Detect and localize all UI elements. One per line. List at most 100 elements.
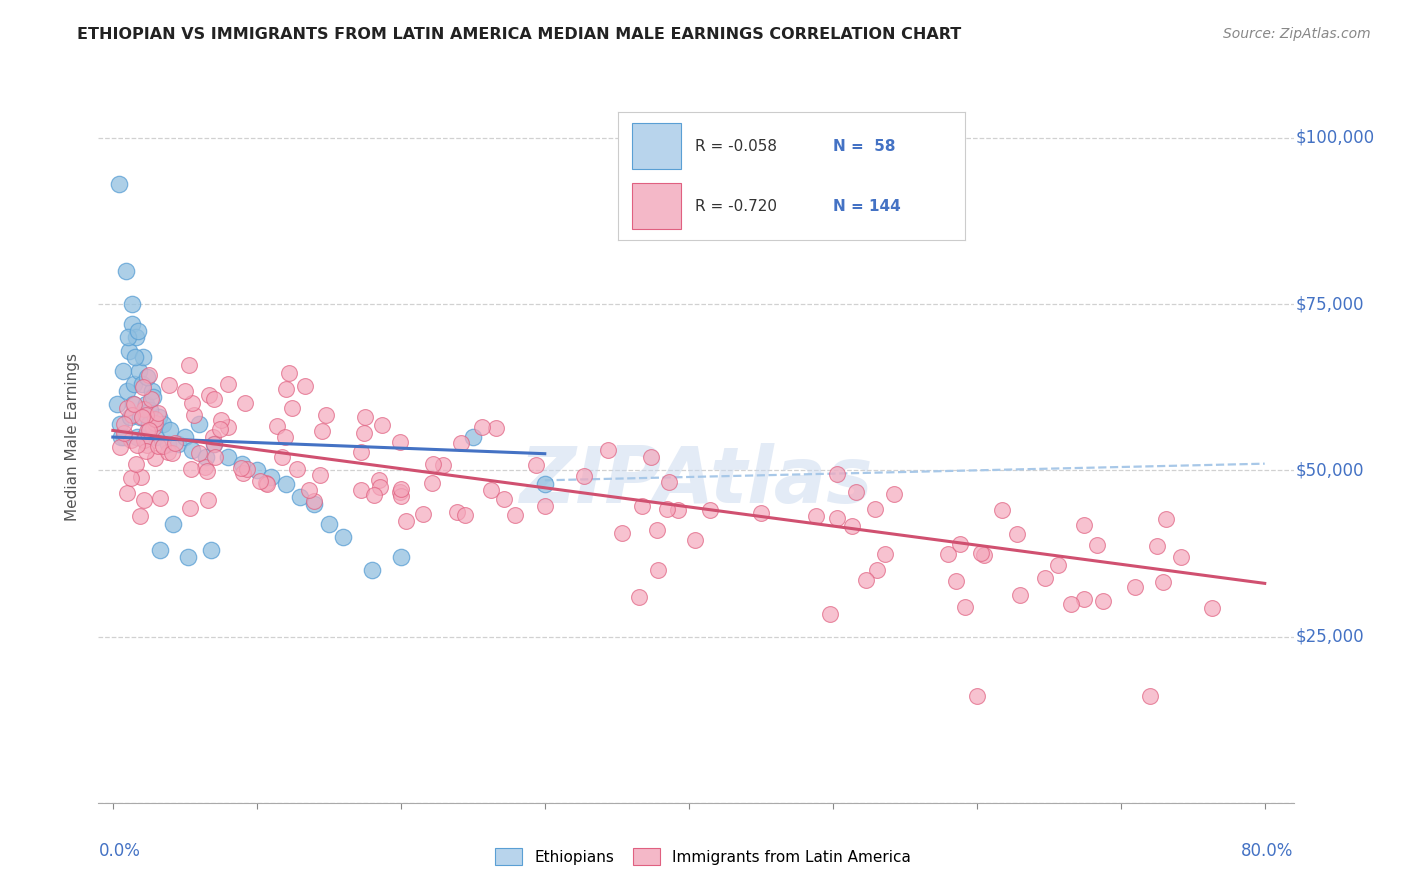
Point	[127, 324, 149, 338]
Point	[138, 368, 160, 383]
Point	[111, 363, 134, 377]
Point	[645, 523, 668, 537]
Point	[281, 401, 304, 415]
Point	[304, 497, 326, 511]
Point	[630, 500, 652, 514]
Point	[658, 475, 681, 489]
Point	[354, 409, 377, 424]
Point	[132, 379, 155, 393]
Point	[454, 508, 477, 522]
Point	[1154, 512, 1177, 526]
Point	[260, 470, 283, 484]
Point	[115, 384, 138, 398]
Point	[875, 547, 897, 561]
Point	[1201, 601, 1223, 615]
Point	[503, 508, 526, 522]
Point	[233, 396, 256, 410]
Point	[135, 444, 157, 458]
Point	[124, 397, 146, 411]
Point	[969, 546, 991, 560]
Point	[246, 463, 269, 477]
Point	[966, 690, 988, 704]
Point	[1008, 588, 1031, 602]
Point	[152, 439, 174, 453]
Point	[202, 436, 225, 450]
Point	[683, 533, 706, 548]
Text: ZIPAtlas: ZIPAtlas	[519, 443, 873, 519]
Point	[125, 437, 148, 451]
Point	[598, 442, 620, 457]
Point	[179, 501, 201, 516]
Point	[232, 466, 254, 480]
Point	[124, 376, 146, 391]
Point	[1085, 538, 1108, 552]
Point	[121, 408, 143, 422]
Point	[136, 370, 159, 384]
Legend: Ethiopians, Immigrants from Latin America: Ethiopians, Immigrants from Latin Americ…	[489, 842, 917, 871]
Point	[105, 397, 128, 411]
Text: $100,000: $100,000	[1296, 128, 1375, 147]
Point	[236, 461, 259, 475]
Point	[936, 547, 959, 561]
Point	[363, 488, 385, 502]
Point	[368, 473, 391, 487]
Point	[804, 508, 827, 523]
Point	[471, 420, 494, 434]
Point	[131, 376, 153, 391]
Point	[574, 469, 596, 483]
Point	[117, 330, 139, 344]
Point	[110, 440, 132, 454]
Point	[132, 433, 155, 447]
Point	[485, 421, 508, 435]
Point	[825, 467, 848, 481]
Point	[157, 378, 180, 392]
Text: $25,000: $25,000	[1296, 628, 1365, 646]
Point	[197, 493, 219, 508]
Point	[627, 590, 650, 604]
Point	[865, 563, 887, 577]
Point	[412, 508, 434, 522]
Point	[1139, 690, 1161, 704]
Point	[883, 486, 905, 500]
Point	[461, 430, 484, 444]
Point	[183, 408, 205, 422]
Point	[949, 537, 972, 551]
Point	[655, 502, 678, 516]
Point	[202, 437, 225, 451]
Point	[110, 430, 132, 444]
Point	[991, 503, 1014, 517]
Point	[751, 506, 773, 520]
Point	[353, 426, 375, 441]
Point	[127, 430, 149, 444]
Point	[973, 548, 995, 562]
Point	[841, 519, 863, 533]
Point	[370, 417, 392, 432]
Point	[173, 430, 195, 444]
Point	[1033, 571, 1056, 585]
Point	[134, 430, 156, 444]
Point	[311, 424, 333, 438]
Point	[132, 493, 155, 508]
Point	[818, 607, 841, 621]
Point	[121, 297, 143, 311]
Point	[195, 450, 218, 464]
Point	[112, 417, 135, 431]
Point	[176, 549, 198, 564]
Point	[181, 395, 204, 409]
Point	[1046, 558, 1069, 573]
Point	[141, 384, 163, 398]
Point	[125, 457, 148, 471]
Point	[610, 526, 633, 541]
Point	[318, 516, 340, 531]
Point	[389, 483, 412, 497]
Point	[256, 477, 278, 491]
Point	[1170, 549, 1192, 564]
Point	[266, 418, 288, 433]
Point	[308, 468, 330, 483]
Point	[121, 317, 143, 331]
Point	[131, 470, 153, 484]
Point	[481, 483, 503, 497]
Point	[217, 376, 239, 391]
Point	[201, 430, 224, 444]
Point	[166, 436, 188, 450]
